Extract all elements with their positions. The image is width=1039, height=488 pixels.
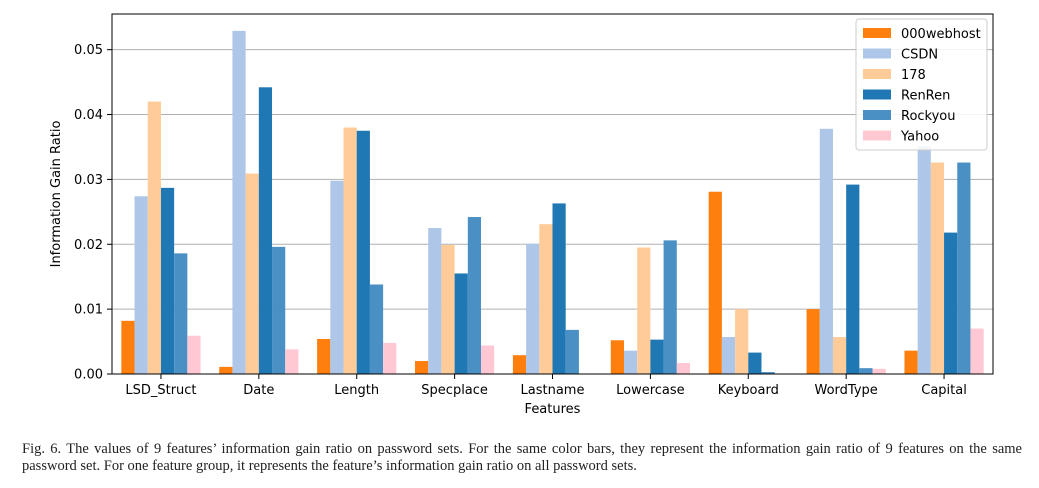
bars-group — [121, 30, 984, 374]
bar-rockyou-lastname — [565, 329, 579, 374]
y-axis: 0.00 0.01 0.02 0.03 0.04 0.05 — [74, 43, 112, 383]
bar-178-lowercase — [637, 247, 651, 374]
bar-178-length — [343, 127, 357, 374]
x-tick-label: LSD_Struct — [125, 383, 196, 398]
legend-label: 000webhost — [901, 27, 981, 42]
bar-csdn-specplace — [428, 228, 442, 374]
bar-000webhost-lowercase — [610, 340, 624, 374]
legend-label: RenRen — [901, 89, 950, 104]
bar-renren-lastname — [552, 203, 566, 374]
legend-label: CSDN — [901, 48, 938, 63]
bar-rockyou-capital — [957, 162, 971, 374]
bar-000webhost-date — [219, 366, 233, 374]
legend-swatch — [863, 89, 891, 100]
bar-rockyou-specplace — [467, 217, 482, 374]
y-tick-label: 0.00 — [74, 368, 103, 383]
bar-renren-specplace — [454, 273, 468, 374]
bar-rockyou-lsd_struct — [174, 253, 188, 374]
x-axis-label: Features — [525, 402, 581, 417]
bar-csdn-keyboard — [721, 337, 736, 374]
x-tick-label: Length — [334, 383, 379, 398]
y-tick-label: 0.03 — [74, 173, 103, 188]
y-tick-label: 0.04 — [74, 108, 103, 123]
y-tick-label: 0.01 — [74, 303, 103, 318]
x-axis: LSD_Struct Date Length Specplace Lastname Low… — [125, 374, 967, 398]
bar-renren-capital — [944, 232, 958, 374]
y-tick-label: 0.02 — [74, 238, 103, 253]
bar-yahoo-specplace — [481, 345, 495, 374]
bar-csdn-length — [330, 180, 344, 374]
legend-label: Yahoo — [900, 130, 939, 145]
bar-000webhost-lastname — [512, 355, 527, 374]
bar-renren-length — [356, 130, 370, 374]
bar-yahoo-lsd_struct — [187, 335, 201, 374]
legend-label: Rockyou — [901, 109, 956, 124]
bar-178-specplace — [441, 244, 455, 374]
bar-chart: 0.000.010.020.030.040.05 LSD_Struct Date L… — [49, 13, 994, 417]
bar-renren-lowercase — [650, 339, 664, 374]
bar-000webhost-lsd_struct — [121, 320, 135, 374]
bar-000webhost-keyboard — [708, 191, 722, 374]
legend-swatch — [863, 48, 891, 59]
bar-178-capital — [930, 162, 945, 374]
y-axis-label: Information Gain Ratio — [49, 121, 64, 268]
bar-csdn-lowercase — [623, 350, 638, 374]
bar-yahoo-lowercase — [676, 362, 690, 374]
bar-000webhost-wordtype — [806, 309, 820, 374]
bar-yahoo-wordtype — [872, 368, 886, 374]
bar-renren-keyboard — [748, 352, 762, 374]
bar-renren-date — [258, 87, 273, 374]
bar-rockyou-length — [369, 284, 384, 374]
legend-swatch — [863, 69, 891, 79]
bar-000webhost-length — [317, 338, 331, 374]
x-tick-label: Lastname — [521, 383, 585, 398]
bar-rockyou-keyboard — [761, 372, 775, 374]
bar-rockyou-wordtype — [859, 368, 873, 374]
legend-swatch — [863, 28, 891, 38]
bar-rockyou-lowercase — [663, 240, 677, 374]
bar-yahoo-capital — [970, 328, 984, 374]
x-tick-label: Lowercase — [616, 383, 685, 398]
bar-csdn-wordtype — [819, 128, 833, 374]
bar-000webhost-specplace — [415, 361, 429, 374]
x-tick-label: Date — [243, 383, 274, 398]
x-tick-label: Capital — [921, 383, 967, 398]
bar-csdn-lastname — [526, 243, 540, 374]
legend-label: 178 — [901, 68, 926, 83]
legend-swatch — [863, 110, 891, 120]
bar-178-lastname — [539, 224, 553, 374]
figure-caption: Fig. 6. The values of 9 features’ inform… — [22, 441, 1022, 474]
bar-csdn-capital — [917, 146, 931, 374]
y-tick-label: 0.05 — [74, 43, 103, 58]
bar-178-lsd_struct — [147, 101, 161, 374]
x-tick-label: Keyboard — [718, 383, 779, 398]
bar-csdn-lsd_struct — [134, 196, 148, 374]
bar-yahoo-date — [285, 349, 299, 374]
legend-swatch — [863, 130, 891, 141]
bar-178-date — [245, 173, 259, 374]
bar-csdn-date — [232, 30, 246, 374]
bar-renren-wordtype — [846, 184, 860, 374]
x-tick-label: Specplace — [421, 383, 488, 398]
bar-renren-lsd_struct — [160, 187, 175, 374]
legend: 000webhost CSDN 178 RenRen Rockyou Yahoo — [855, 18, 988, 151]
x-tick-label: WordType — [815, 383, 878, 398]
bar-yahoo-length — [383, 342, 397, 374]
bar-000webhost-capital — [904, 350, 918, 374]
bar-178-keyboard — [735, 309, 749, 374]
bar-178-wordtype — [832, 337, 847, 374]
bar-rockyou-date — [272, 246, 286, 374]
